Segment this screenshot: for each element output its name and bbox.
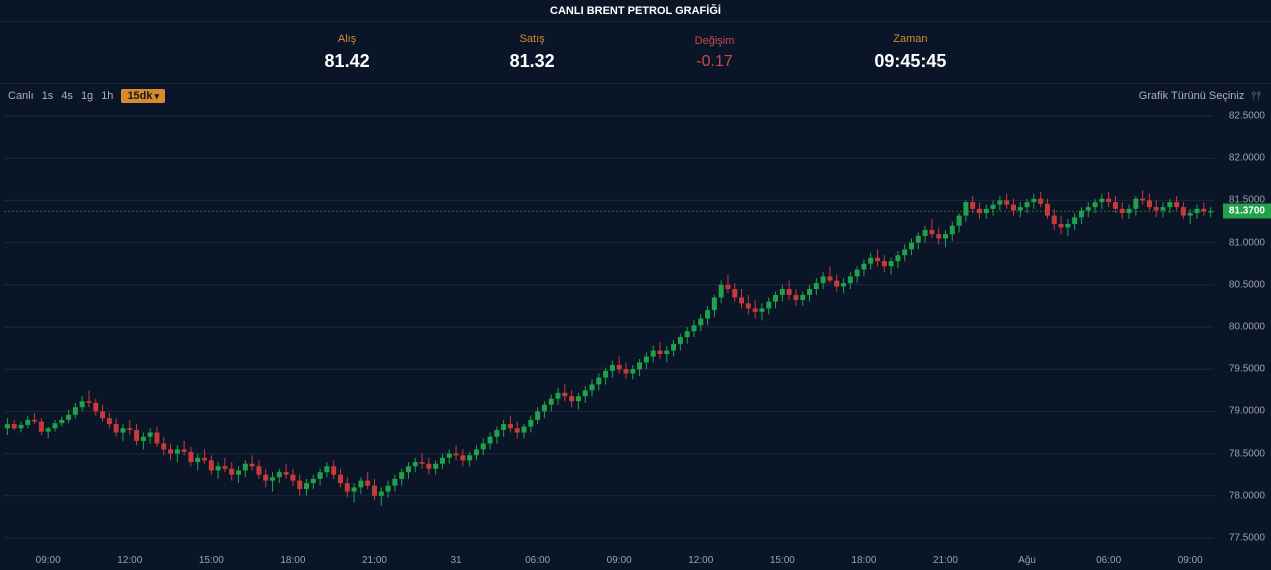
change-quote: Değişim -0.17 [695, 35, 735, 71]
x-tick-label: 21:00 [362, 555, 387, 566]
quote-row: Alış 81.42 Satış 81.32 Değişim -0.17 Zam… [0, 22, 1271, 84]
x-tick-label: 09:00 [607, 555, 632, 566]
y-tick-label: 78.5000 [1229, 448, 1265, 459]
y-tick-label: 82.0000 [1229, 153, 1265, 164]
x-tick-label: Ağu [1018, 555, 1036, 566]
bid-quote: Alış 81.42 [325, 33, 370, 72]
x-tick-label: 18:00 [280, 555, 305, 566]
y-tick-label: 79.5000 [1229, 364, 1265, 375]
tf-1g[interactable]: 1g [81, 90, 93, 102]
y-tick-label: 78.0000 [1229, 490, 1265, 501]
y-tick-label: 77.5000 [1229, 533, 1265, 544]
x-tick-label: 06:00 [525, 555, 550, 566]
time-value: 09:45:45 [874, 51, 946, 72]
x-tick-label: 12:00 [117, 555, 142, 566]
current-price-tag: 81.3700 [1223, 204, 1271, 219]
x-tick-label: 12:00 [688, 555, 713, 566]
chart-area[interactable]: 81.3700 82.5000 82.0000 81.5000 81.0000 80.5… [0, 108, 1271, 570]
tf-1h[interactable]: 1h [101, 90, 113, 102]
y-tick-label: 79.0000 [1229, 406, 1265, 417]
x-tick-label: 15:00 [770, 555, 795, 566]
y-tick-label: 80.0000 [1229, 322, 1265, 333]
bid-value: 81.42 [325, 51, 370, 72]
time-label: Zaman [874, 33, 946, 45]
change-value: -0.17 [695, 53, 735, 71]
live-label: Canlı [8, 90, 34, 102]
chart-type-selector[interactable]: Grafik Türünü Seçiniz ⫯⫯ [1139, 90, 1261, 103]
ask-quote: Satış 81.32 [510, 33, 555, 72]
tf-1s[interactable]: 1s [42, 90, 54, 102]
chart-toolbar: Canlı 1s 4s 1g 1h 15dk▾ Grafik Türünü Se… [0, 84, 1271, 108]
x-tick-label: 09:00 [1178, 555, 1203, 566]
x-tick-label: 06:00 [1096, 555, 1121, 566]
x-tick-label: 15:00 [199, 555, 224, 566]
x-tick-label: 09:00 [36, 555, 61, 566]
x-tick-label: 18:00 [851, 555, 876, 566]
ask-label: Satış [510, 33, 555, 45]
chevron-down-icon: ▾ [155, 91, 160, 101]
candlestick-chart [0, 108, 1271, 570]
y-tick-label: 81.0000 [1229, 237, 1265, 248]
ask-value: 81.32 [510, 51, 555, 72]
x-tick-label: 31 [450, 555, 461, 566]
chart-type-label: Grafik Türünü Seçiniz [1139, 90, 1245, 102]
change-label: Değişim [695, 35, 735, 47]
chart-title: CANLI BRENT PETROL GRAFİĞİ [0, 0, 1271, 22]
tf-4s[interactable]: 4s [61, 90, 73, 102]
tf-15dk[interactable]: 15dk▾ [121, 89, 165, 103]
y-tick-label: 80.5000 [1229, 279, 1265, 290]
time-quote: Zaman 09:45:45 [874, 33, 946, 72]
tf-active-label: 15dk [127, 90, 152, 102]
bid-label: Alış [325, 33, 370, 45]
candlestick-icon: ⫯⫯ [1251, 90, 1261, 102]
x-tick-label: 21:00 [933, 555, 958, 566]
y-tick-label: 82.5000 [1229, 111, 1265, 122]
y-tick-label: 81.5000 [1229, 195, 1265, 206]
